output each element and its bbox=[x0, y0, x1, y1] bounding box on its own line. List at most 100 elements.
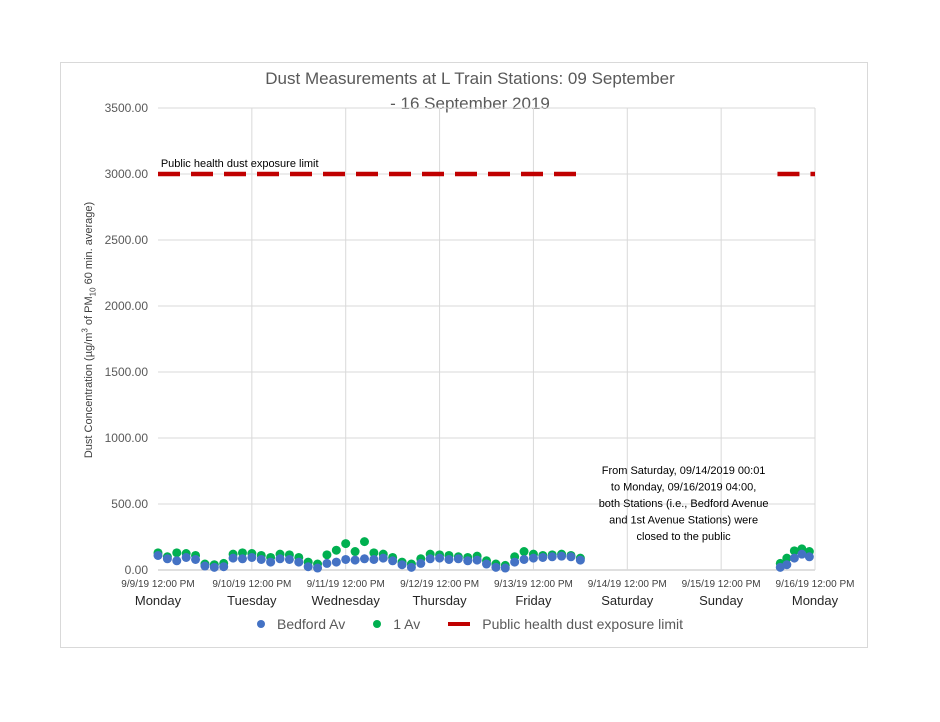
bedford-data-point bbox=[191, 554, 201, 564]
first-av-data-point bbox=[782, 553, 792, 563]
x-tick-label: 9/15/19 12:00 PM bbox=[682, 579, 761, 590]
first-av-data-point bbox=[331, 545, 341, 555]
bedford-data-point bbox=[228, 553, 238, 563]
bedford-data-point bbox=[359, 554, 369, 564]
chart-frame bbox=[60, 62, 868, 648]
first-av-data-point bbox=[341, 539, 351, 549]
legend-label: Public health dust exposure limit bbox=[482, 616, 684, 632]
legend-label: 1 Av bbox=[393, 616, 421, 632]
bedford-data-point bbox=[397, 560, 407, 570]
bedford-data-point bbox=[341, 554, 351, 564]
bedford-data-point bbox=[153, 550, 163, 560]
y-tick-label: 0.00 bbox=[125, 563, 149, 577]
y-tick-label: 2500.00 bbox=[105, 233, 149, 247]
bedford-data-point bbox=[425, 554, 435, 564]
annotation-closure-line: From Saturday, 09/14/2019 00:01 bbox=[602, 465, 766, 477]
bedford-data-point bbox=[388, 556, 398, 566]
bedford-data-point bbox=[500, 563, 510, 573]
bedford-data-point bbox=[491, 562, 501, 572]
first-av-data-point bbox=[350, 547, 360, 557]
legend: Bedford Av 1 Av Public health dust expos… bbox=[0, 616, 940, 632]
bedford-data-point bbox=[416, 558, 426, 568]
bedford-data-point bbox=[181, 552, 191, 562]
bedford-data-point bbox=[200, 561, 210, 571]
bedford-data-point bbox=[435, 553, 445, 563]
bedford-data-point bbox=[172, 556, 182, 566]
x-day-label: Thursday bbox=[412, 593, 467, 608]
bedford-data-point bbox=[369, 554, 379, 564]
x-day-label: Saturday bbox=[601, 593, 654, 608]
legend-item-limit: Public health dust exposure limit bbox=[448, 616, 683, 632]
bedford-data-point bbox=[303, 562, 313, 572]
bedford-data-point bbox=[538, 552, 548, 562]
first-av-data-point bbox=[789, 546, 799, 556]
bedford-data-point bbox=[463, 556, 473, 566]
annotation-limit-label: Public health dust exposure limit bbox=[161, 158, 319, 170]
bedford-data-point bbox=[472, 555, 482, 565]
bedford-data-point bbox=[219, 562, 229, 572]
y-tick-label: 3000.00 bbox=[105, 167, 149, 181]
x-tick-label: 9/13/19 12:00 PM bbox=[494, 579, 573, 590]
bedford-data-point bbox=[294, 557, 304, 567]
chart-title-line-1: Dust Measurements at L Train Stations: 0… bbox=[265, 69, 675, 88]
x-tick-label: 9/10/19 12:00 PM bbox=[212, 579, 291, 590]
bedford-data-point bbox=[557, 551, 567, 561]
bedford-data-point bbox=[566, 552, 576, 562]
x-tick-label: 9/9/19 12:00 PM bbox=[121, 579, 194, 590]
x-day-label: Monday bbox=[135, 593, 182, 608]
bedford-data-point bbox=[406, 562, 416, 572]
first-av-data-point bbox=[359, 537, 369, 547]
x-tick-label: 9/11/19 12:00 PM bbox=[307, 579, 385, 590]
annotation-closure-line: and 1st Avenue Stations) were bbox=[609, 515, 758, 527]
bedford-data-point bbox=[266, 557, 276, 567]
x-day-label: Friday bbox=[515, 593, 552, 608]
x-tick-label: 9/12/19 12:00 PM bbox=[400, 579, 479, 590]
bedford-data-point bbox=[789, 553, 799, 563]
bedford-data-point bbox=[284, 554, 294, 564]
legend-marker-red-dash bbox=[448, 622, 471, 626]
annotation-closure-line: to Monday, 09/16/2019 04:00, bbox=[611, 482, 756, 494]
x-day-label: Monday bbox=[792, 593, 839, 608]
y-tick-label: 500.00 bbox=[111, 497, 148, 511]
bedford-data-point bbox=[331, 557, 341, 567]
x-tick-label: 9/14/19 12:00 PM bbox=[588, 579, 667, 590]
bedford-data-point bbox=[247, 552, 257, 562]
x-day-label: Wednesday bbox=[312, 593, 381, 608]
bedford-data-point bbox=[804, 552, 814, 562]
bedford-data-point bbox=[575, 555, 585, 565]
bedford-data-point bbox=[782, 560, 792, 570]
bedford-data-point bbox=[378, 553, 388, 563]
legend-label: Bedford Av bbox=[276, 616, 346, 632]
bedford-data-point bbox=[482, 559, 491, 569]
legend-item-bedford: Bedford Av bbox=[256, 616, 346, 632]
first-av-data-point bbox=[172, 548, 182, 558]
bedford-data-point bbox=[453, 554, 463, 564]
first-av-data-point bbox=[322, 550, 332, 560]
bedford-data-point bbox=[528, 553, 538, 563]
bedford-data-point bbox=[797, 549, 807, 559]
bedford-data-point bbox=[237, 554, 247, 564]
y-tick-label: 1000.00 bbox=[105, 431, 149, 445]
bedford-data-point bbox=[162, 554, 172, 564]
y-tick-label: 1500.00 bbox=[105, 365, 149, 379]
bedford-data-point bbox=[444, 554, 454, 564]
legend-item-1av: 1 Av bbox=[373, 616, 420, 632]
x-day-label: Sunday bbox=[699, 593, 744, 608]
bedford-data-point bbox=[275, 554, 285, 564]
y-tick-label: 3500.00 bbox=[105, 101, 149, 115]
bedford-data-point bbox=[313, 563, 323, 573]
first-av-data-point bbox=[369, 548, 379, 558]
bedford-data-point bbox=[256, 554, 266, 564]
y-tick-label: 2000.00 bbox=[105, 299, 149, 313]
x-day-label: Tuesday bbox=[227, 593, 277, 608]
bedford-data-point bbox=[547, 552, 557, 562]
first-av-data-point bbox=[519, 547, 529, 557]
bedford-data-point bbox=[510, 557, 520, 567]
annotation-closure-line: both Stations (i.e., Bedford Avenue bbox=[599, 498, 769, 510]
annotation-closure-line: closed to the public bbox=[637, 531, 732, 543]
x-tick-label: 9/16/19 12:00 PM bbox=[776, 579, 855, 590]
legend-marker-blue-dot bbox=[256, 620, 265, 628]
bedford-data-point bbox=[209, 562, 219, 572]
bedford-data-point bbox=[350, 555, 360, 565]
